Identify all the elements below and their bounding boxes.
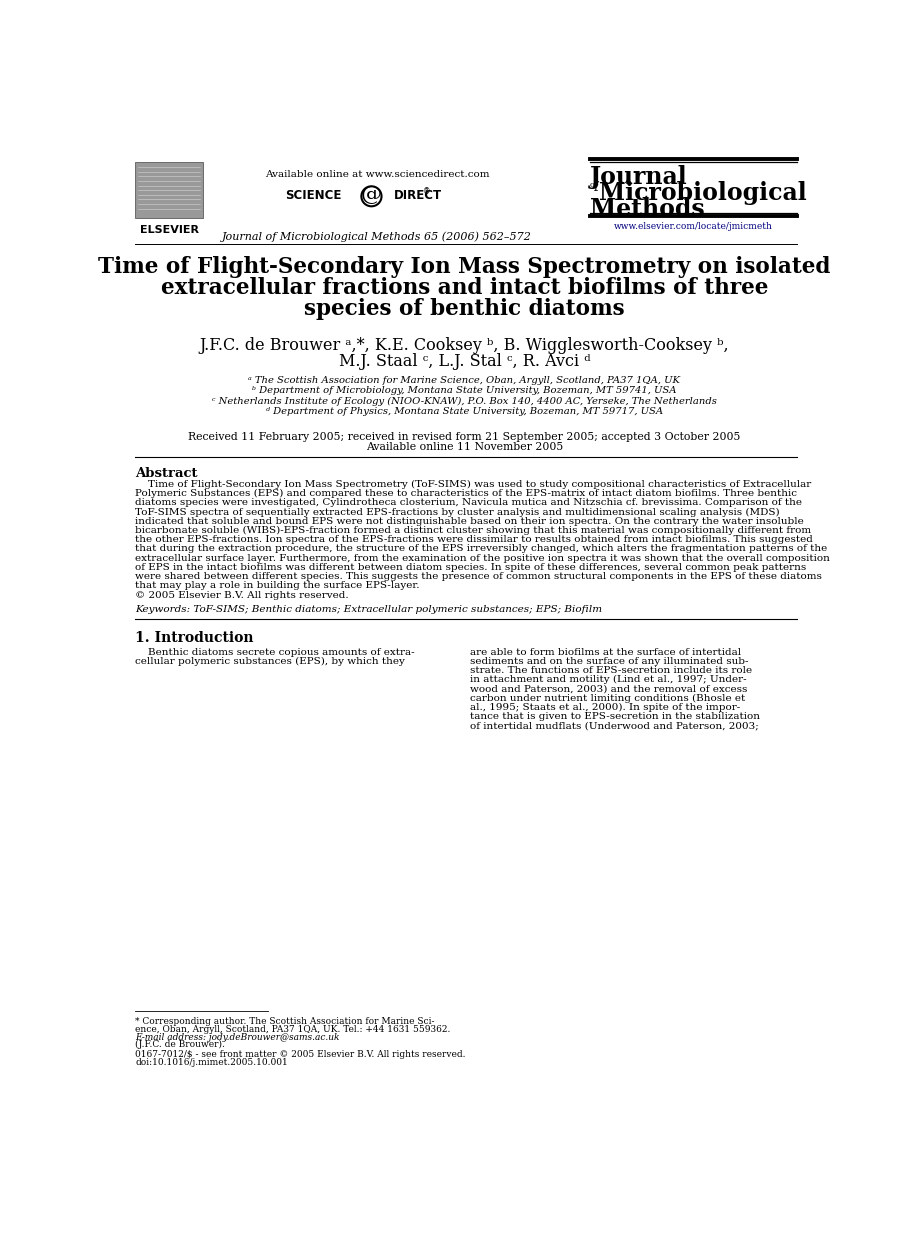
- Text: www.elsevier.com/locate/jmicmeth: www.elsevier.com/locate/jmicmeth: [614, 223, 773, 232]
- Text: Methods: Methods: [590, 197, 705, 222]
- Text: © 2005 Elsevier B.V. All rights reserved.: © 2005 Elsevier B.V. All rights reserved…: [135, 591, 348, 599]
- Text: Time of Flight-Secondary Ion Mass Spectrometry on isolated: Time of Flight-Secondary Ion Mass Spectr…: [98, 256, 831, 279]
- Text: Received 11 February 2005; received in revised form 21 September 2005; accepted : Received 11 February 2005; received in r…: [189, 432, 741, 442]
- Text: J.F.C. de Brouwer ᵃ,*, K.E. Cooksey ᵇ, B. Wigglesworth-Cooksey ᵇ,: J.F.C. de Brouwer ᵃ,*, K.E. Cooksey ᵇ, B…: [200, 337, 729, 354]
- Text: Journal of Microbiological Methods 65 (2006) 562–572: Journal of Microbiological Methods 65 (2…: [222, 232, 532, 243]
- Text: @: @: [361, 186, 382, 204]
- Circle shape: [361, 186, 382, 207]
- Bar: [135, 162, 203, 218]
- Text: wood and Paterson, 2003) and the removal of excess: wood and Paterson, 2003) and the removal…: [470, 685, 747, 693]
- Text: extracellular surface layer. Furthermore, from the examination of the positive i: extracellular surface layer. Furthermore…: [135, 553, 830, 562]
- Text: E-mail address: jody.deBrouwer@sams.ac.uk: E-mail address: jody.deBrouwer@sams.ac.u…: [135, 1032, 339, 1041]
- Text: Benthic diatoms secrete copious amounts of extra-: Benthic diatoms secrete copious amounts …: [135, 647, 414, 656]
- Text: al., 1995; Staats et al., 2000). In spite of the impor-: al., 1995; Staats et al., 2000). In spit…: [470, 703, 740, 712]
- Text: doi:10.1016/j.mimet.2005.10.001: doi:10.1016/j.mimet.2005.10.001: [135, 1058, 288, 1067]
- Text: in attachment and motility (Lind et al., 1997; Under-: in attachment and motility (Lind et al.,…: [470, 675, 746, 685]
- Text: ®: ®: [424, 187, 431, 196]
- Text: Available online at www.sciencedirect.com: Available online at www.sciencedirect.co…: [265, 170, 489, 180]
- Text: strate. The functions of EPS-secretion include its role: strate. The functions of EPS-secretion i…: [470, 666, 752, 675]
- Text: Time of Flight-Secondary Ion Mass Spectrometry (ToF-SIMS) was used to study comp: Time of Flight-Secondary Ion Mass Spectr…: [135, 479, 812, 489]
- Text: diatoms species were investigated, Cylindrotheca closterium, Navicula mutica and: diatoms species were investigated, Cylin…: [135, 498, 802, 508]
- Text: indicated that soluble and bound EPS were not distinguishable based on their ion: indicated that soluble and bound EPS wer…: [135, 516, 804, 526]
- Text: carbon under nutrient limiting conditions (Bhosle et: carbon under nutrient limiting condition…: [470, 693, 746, 703]
- Text: Polymeric Substances (EPS) and compared these to characteristics of the EPS-matr: Polymeric Substances (EPS) and compared …: [135, 489, 797, 498]
- Text: sediments and on the surface of any illuminated sub-: sediments and on the surface of any illu…: [470, 657, 748, 666]
- Text: DIRECT: DIRECT: [394, 188, 442, 202]
- Text: * Corresponding author. The Scottish Association for Marine Sci-: * Corresponding author. The Scottish Ass…: [135, 1018, 434, 1026]
- Text: 1. Introduction: 1. Introduction: [135, 630, 254, 645]
- Text: ᵇ Department of Microbiology, Montana State University, Bozeman, MT 59741, USA: ᵇ Department of Microbiology, Montana St…: [252, 386, 677, 395]
- Text: ToF-SIMS spectra of sequentially extracted EPS-fractions by cluster analysis and: ToF-SIMS spectra of sequentially extract…: [135, 508, 780, 516]
- Text: the other EPS-fractions. Ion spectra of the EPS-fractions were dissimilar to res: the other EPS-fractions. Ion spectra of …: [135, 535, 813, 543]
- Text: species of benthic diatoms: species of benthic diatoms: [304, 298, 625, 319]
- Text: ELSEVIER: ELSEVIER: [140, 225, 199, 235]
- Text: Keywords: ToF-SIMS; Benthic diatoms; Extracellular polymeric substances; EPS; Bi: Keywords: ToF-SIMS; Benthic diatoms; Ext…: [135, 605, 602, 614]
- Text: Journal: Journal: [590, 165, 688, 188]
- Text: (J.F.C. de Brouwer).: (J.F.C. de Brouwer).: [135, 1040, 225, 1050]
- Text: ᵃ The Scottish Association for Marine Science, Oban, Argyll, Scotland, PA37 1QA,: ᵃ The Scottish Association for Marine Sc…: [249, 376, 680, 385]
- Text: that may play a role in building the surface EPS-layer.: that may play a role in building the sur…: [135, 582, 420, 591]
- Text: cellular polymeric substances (EPS), by which they: cellular polymeric substances (EPS), by …: [135, 657, 405, 666]
- Text: SCIENCE: SCIENCE: [286, 188, 342, 202]
- Text: extracellular fractions and intact biofilms of three: extracellular fractions and intact biofi…: [161, 277, 768, 300]
- Text: were shared between different species. This suggests the presence of common stru: were shared between different species. T…: [135, 572, 822, 581]
- Text: ence, Oban, Argyll, Scotland, PA37 1QA, UK. Tel.: +44 1631 559362.: ence, Oban, Argyll, Scotland, PA37 1QA, …: [135, 1025, 451, 1034]
- Text: tance that is given to EPS-secretion in the stabilization: tance that is given to EPS-secretion in …: [470, 712, 760, 722]
- Text: of intertidal mudflats (Underwood and Paterson, 2003;: of intertidal mudflats (Underwood and Pa…: [470, 722, 758, 730]
- Text: ᶜ Netherlands Institute of Ecology (NIOO-KNAW), P.O. Box 140, 4400 AC, Yerseke, : ᶜ Netherlands Institute of Ecology (NIOO…: [212, 396, 717, 406]
- Text: Abstract: Abstract: [135, 467, 198, 479]
- Text: Available online 11 November 2005: Available online 11 November 2005: [366, 442, 563, 452]
- Text: M.J. Staal ᶜ, L.J. Stal ᶜ, R. Avci ᵈ: M.J. Staal ᶜ, L.J. Stal ᶜ, R. Avci ᵈ: [338, 353, 590, 370]
- Text: that during the extraction procedure, the structure of the EPS irreversibly chan: that during the extraction procedure, th…: [135, 545, 827, 553]
- Text: bicarbonate soluble (WIBS)-EPS-fraction formed a distinct cluster showing that t: bicarbonate soluble (WIBS)-EPS-fraction …: [135, 526, 811, 535]
- Text: 0167-7012/$ - see front matter © 2005 Elsevier B.V. All rights reserved.: 0167-7012/$ - see front matter © 2005 El…: [135, 1050, 465, 1060]
- Text: of EPS in the intact biofilms was different between diatom species. In spite of : of EPS in the intact biofilms was differ…: [135, 563, 806, 572]
- Text: ᵒf: ᵒf: [590, 181, 600, 194]
- Text: Microbiological: Microbiological: [600, 181, 807, 206]
- Text: ᵈ Department of Physics, Montana State University, Bozeman, MT 59717, USA: ᵈ Department of Physics, Montana State U…: [266, 406, 663, 416]
- Text: are able to form biofilms at the surface of intertidal: are able to form biofilms at the surface…: [470, 647, 741, 656]
